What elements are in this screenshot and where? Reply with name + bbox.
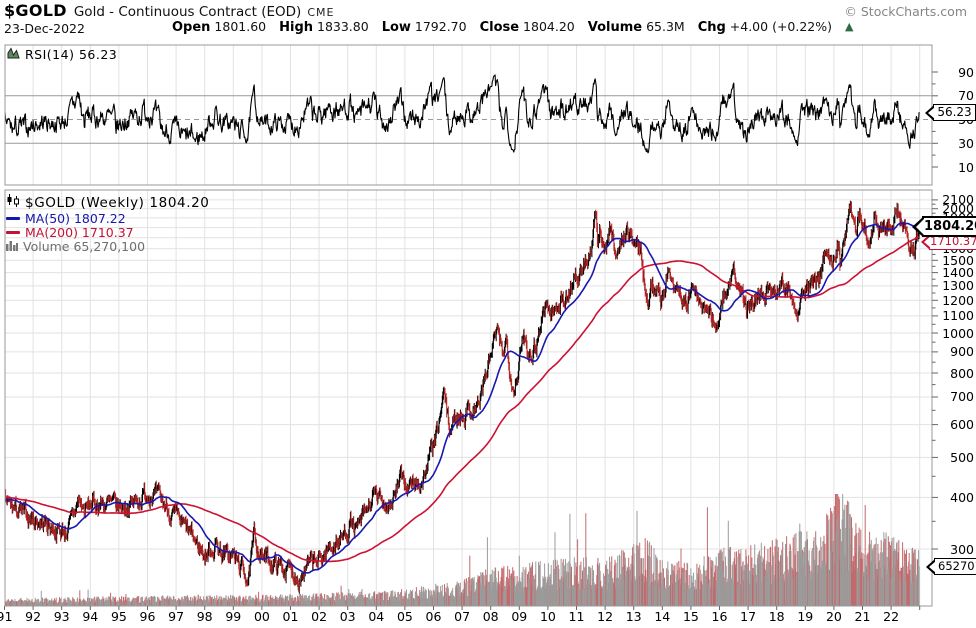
- year-axis-label: 10: [539, 609, 556, 624]
- year-axis-label: 03: [339, 609, 356, 624]
- year-axis-label: 07: [454, 609, 471, 624]
- ma200-last-value-flag: 1710.37: [929, 233, 976, 250]
- quote-volume: Volume 65.3M: [587, 19, 685, 35]
- year-axis-label: 14: [654, 609, 671, 624]
- year-axis-label: 09: [511, 609, 528, 624]
- year-axis-label: 20: [825, 609, 842, 624]
- price-axis-tick-label: 1100: [942, 308, 974, 324]
- quote-open: Open 1801.60: [172, 19, 267, 35]
- year-axis-label: 05: [396, 609, 413, 624]
- rsi-axis-tick-label: 10: [958, 159, 974, 175]
- quote-close: Close 1804.20: [479, 19, 575, 35]
- year-axis-label: 17: [740, 609, 757, 624]
- rsi-legend-label: RSI(14) 56.23: [25, 47, 118, 62]
- year-axis-label: 18: [768, 609, 785, 624]
- year-axis-label: 93: [53, 609, 70, 624]
- year-axis-label: 13: [625, 609, 642, 624]
- quote-high: High 1833.80: [279, 19, 369, 35]
- year-axis-label: 21: [854, 609, 871, 624]
- price-axis-tick-label: 2100: [942, 192, 974, 208]
- year-axis-label: 02: [311, 609, 328, 624]
- year-axis-label: 98: [196, 609, 213, 624]
- area-chart-icon: [7, 47, 20, 62]
- year-axis-label: 19: [797, 609, 814, 624]
- year-axis-label: 16: [711, 609, 728, 624]
- year-axis-label: 96: [139, 609, 156, 624]
- year-axis-label: 94: [82, 609, 99, 624]
- ma200-legend: MA(200) 1710.37: [6, 225, 134, 240]
- price-axis-tick-label: 1500: [942, 252, 974, 268]
- change-up-arrow-icon: ▲: [845, 20, 854, 33]
- year-axis-label: 97: [168, 609, 185, 624]
- year-axis-label: 15: [682, 609, 699, 624]
- volume-bars-icon: [6, 239, 18, 254]
- price-axis-tick-label: 2000: [942, 201, 974, 217]
- year-axis-label: 01: [282, 609, 299, 624]
- price-axis-tick-label: 800: [950, 365, 974, 381]
- stockcharts-credit: © StockCharts.com: [844, 4, 967, 19]
- price-axis-tick-label: 600: [950, 417, 974, 433]
- exchange-label: CME: [307, 6, 335, 19]
- price-axis-tick-label: 1300: [942, 278, 974, 294]
- year-axis-label: 99: [225, 609, 242, 624]
- year-axis-label: 91: [0, 609, 13, 624]
- year-axis-label: 06: [425, 609, 442, 624]
- price-axis-tick-label: 300: [950, 541, 974, 557]
- price-last-value-flag: 1804.20: [922, 216, 976, 237]
- symbol-label: $GOLD: [4, 1, 67, 20]
- candlestick-icon: [6, 194, 20, 211]
- year-axis-label: 00: [253, 609, 270, 624]
- year-axis-label: 11: [568, 609, 585, 624]
- rsi-legend: RSI(14) 56.23: [7, 47, 117, 62]
- quote-low: Low 1792.70: [381, 19, 467, 35]
- ma50-legend: MA(50) 1807.22: [6, 211, 126, 226]
- ma50-line-swatch: [6, 217, 20, 220]
- volume-last-value-flag: 65270100: [934, 558, 976, 575]
- quote-chg: Chg +4.00 (+0.22%): [697, 19, 833, 35]
- price-axis-tick-label: 1400: [942, 265, 974, 281]
- rsi-axis-tick-label: 90: [958, 64, 974, 80]
- year-axis-label: 08: [482, 609, 499, 624]
- year-axis-label: 12: [597, 609, 614, 624]
- volume-legend-label: Volume 65,270,100: [23, 239, 146, 254]
- price-axis-tick-label: 1200: [942, 292, 974, 308]
- year-axis-label: 95: [110, 609, 127, 624]
- quote-row: ▲ Open 1801.60 High 1833.80 Low 1792.70 Clo…: [172, 19, 853, 35]
- price-legend: $GOLD (Weekly) 1804.20: [6, 194, 209, 211]
- ma50-legend-label: MA(50) 1807.22: [25, 211, 126, 226]
- instrument-title: Gold - Continuous Contract (EOD): [73, 4, 302, 20]
- ma200-legend-label: MA(200) 1710.37: [25, 225, 134, 240]
- price-axis-tick-label: 400: [950, 489, 974, 505]
- quote-date: 23-Dec-2022: [4, 21, 85, 36]
- year-axis-label: 92: [25, 609, 42, 624]
- price-axis-tick-label: 900: [950, 344, 974, 360]
- year-axis-label: 22: [883, 609, 900, 624]
- rsi-axis-tick-label: 30: [958, 135, 974, 151]
- price-axis-tick-label: 1000: [942, 325, 974, 341]
- year-axis-label: 04: [368, 609, 385, 624]
- chart-header: $GOLD Gold - Continuous Contract (EOD) CME: [4, 1, 334, 20]
- volume-legend: Volume 65,270,100: [6, 239, 145, 254]
- price-axis-tick-label: 500: [950, 449, 974, 465]
- rsi-axis-tick-label: 70: [958, 88, 974, 104]
- price-axis-tick-label: 700: [950, 389, 974, 405]
- ma200-line-swatch: [6, 231, 20, 234]
- rsi-last-value-flag: 56.23: [933, 104, 976, 121]
- price-legend-label: $GOLD (Weekly) 1804.20: [25, 194, 210, 211]
